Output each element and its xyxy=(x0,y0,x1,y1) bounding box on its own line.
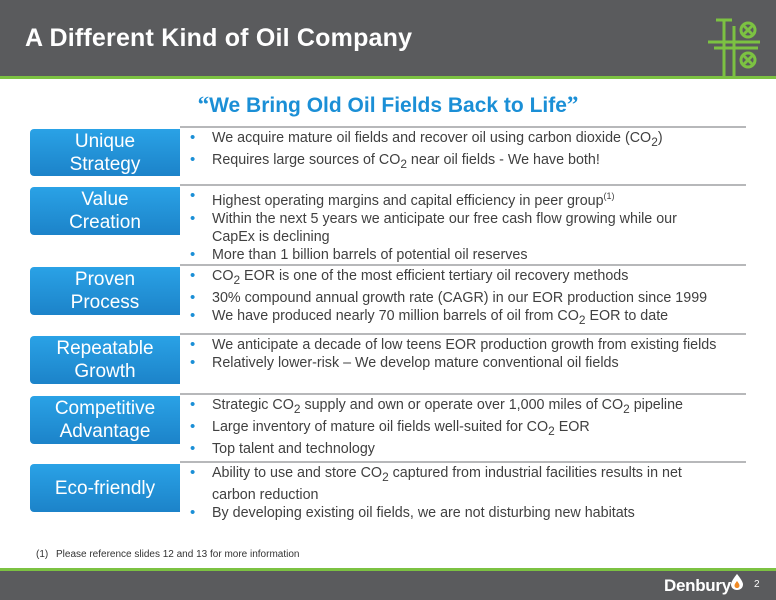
bullet-dot-icon: • xyxy=(190,336,196,353)
bullet-item: • 30% compound annual growth rate (CAGR) … xyxy=(190,288,708,306)
bullet-dot-icon: • xyxy=(190,503,196,521)
bullet-list: • Strategic CO2 supply and own or operate… xyxy=(188,396,683,458)
bullet-list: • Highest operating margins and capital e… xyxy=(188,187,677,264)
footer-accent-stripe xyxy=(0,568,776,571)
bullet-item: • Requires large sources of CO2 near oil … xyxy=(190,150,600,171)
row-divider xyxy=(180,333,746,335)
bullet-item: • We acquire mature oil fields and recove… xyxy=(190,129,663,149)
bullet-dot-icon: • xyxy=(190,187,196,204)
bullet-item: • Top talent and technology xyxy=(190,439,375,457)
bullet-list: • CO2 EOR is one of the most efficient te… xyxy=(188,267,707,329)
slide-title: A Different Kind of Oil Company xyxy=(25,24,413,52)
bullet-item: • Within the next 5 years we anticipate o… xyxy=(190,209,677,245)
slide-subtitle: “We Bring Old Oil Fields Back to Life” xyxy=(197,92,579,117)
bullet-item: • We anticipate a decade of low teens EOR… xyxy=(190,336,717,353)
label-unique-strategy: Unique Strategy xyxy=(30,129,180,176)
drop-flame-icon xyxy=(731,574,743,590)
bullet-list: • Ability to use and store CO2 captured f… xyxy=(188,464,682,522)
bullet-dot-icon: • xyxy=(190,354,196,371)
header-accent-stripe xyxy=(0,76,776,79)
bullet-item: • Ability to use and store CO2 captured f… xyxy=(190,464,682,503)
row-divider xyxy=(180,393,746,395)
brand-logo-text: Denbury xyxy=(664,576,731,595)
bullet-dot-icon: • xyxy=(190,396,196,413)
row-divider xyxy=(180,126,746,128)
label-repeatable-growth: Repeatable Growth xyxy=(30,336,180,384)
bullet-item: • More than 1 billion barrels of potentia… xyxy=(190,245,528,263)
bullet-list: • We anticipate a decade of low teens EOR… xyxy=(188,336,716,372)
bullet-dot-icon: • xyxy=(190,464,196,481)
bullet-dot-icon: • xyxy=(190,245,196,263)
label-eco-friendly: Eco-friendly xyxy=(30,464,180,512)
bullet-dot-icon: • xyxy=(190,129,196,146)
bullet-item: • We have produced nearly 70 million barr… xyxy=(190,306,669,327)
bullet-dot-icon: • xyxy=(190,439,196,457)
row-divider xyxy=(180,461,746,463)
label-value-creation: Value Creation xyxy=(30,187,180,235)
label-competitive-advantage: Competitive Advantage xyxy=(30,396,180,444)
bullet-dot-icon: • xyxy=(190,150,196,168)
page-number: 2 xyxy=(754,579,760,590)
oil-wellhead-icon xyxy=(708,18,760,76)
label-proven-process: Proven Process xyxy=(30,267,180,315)
bullet-item: • Relatively lower-risk – We develop matu… xyxy=(190,354,619,371)
bullet-list: • We acquire mature oil fields and recove… xyxy=(188,129,663,173)
bullet-item: • Strategic CO2 supply and own or operate… xyxy=(190,396,684,416)
row-divider xyxy=(180,184,746,186)
header-bar xyxy=(0,0,776,76)
bullet-dot-icon: • xyxy=(190,288,196,306)
bullet-item: • By developing existing oil fields, we a… xyxy=(190,503,635,521)
footnote: (1) Please reference slides 12 and 13 for… xyxy=(36,549,300,560)
bullet-item: • CO2 EOR is one of the most efficient te… xyxy=(190,267,629,287)
bullet-dot-icon: • xyxy=(190,267,196,284)
bullet-item: • Large inventory of mature oil fields we… xyxy=(190,417,590,438)
bullet-dot-icon: • xyxy=(190,209,196,227)
footer-bar xyxy=(0,568,776,600)
bullet-dot-icon: • xyxy=(190,306,196,324)
row-divider xyxy=(180,264,746,266)
bullet-dot-icon: • xyxy=(190,417,196,435)
bullet-item: • Highest operating margins and capital e… xyxy=(190,187,615,209)
